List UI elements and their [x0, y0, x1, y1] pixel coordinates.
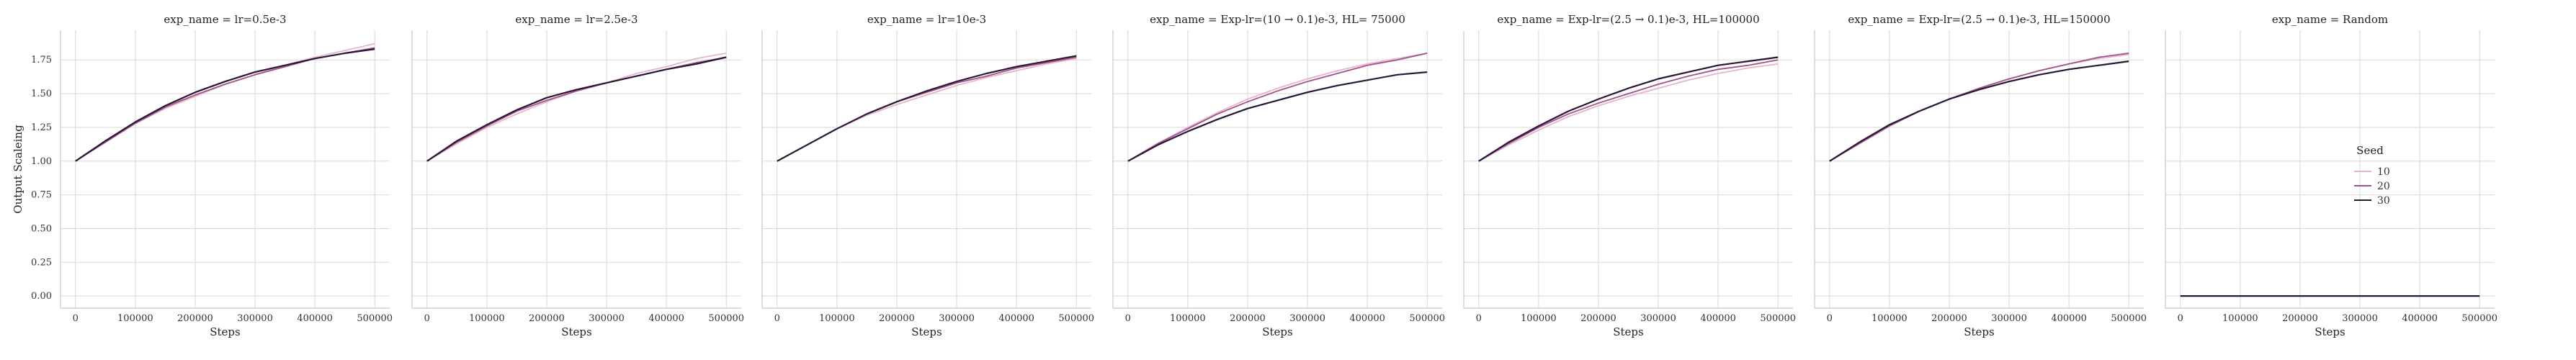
facet-title: exp_name = Exp-lr=(2.5 → 0.1)e-3, HL=150… [1848, 13, 2110, 26]
x-tick-label: 200000 [1230, 313, 1266, 324]
series-line-seed-30 [777, 55, 1077, 162]
y-tick-label: 1.25 [31, 122, 52, 133]
x-tick-label: 100000 [2222, 313, 2258, 324]
facet-title: exp_name = lr=0.5e-3 [164, 13, 286, 26]
panel-2: exp_name = lr=2.5e-3 0 100000 200000 300000 4… [411, 13, 744, 338]
series-line-seed-10 [1829, 53, 2129, 162]
x-tick-label: 500000 [2111, 313, 2147, 324]
x-tick-label: 400000 [648, 313, 684, 324]
x-tick-label: 300000 [237, 313, 273, 324]
facet-title: exp_name = lr=10e-3 [867, 13, 986, 26]
legend-label-seed-30: 30 [2377, 195, 2390, 207]
x-tick-label: 0 [1827, 313, 1833, 324]
x-tick-label: 500000 [1409, 313, 1445, 324]
x-tick-label: 400000 [2402, 313, 2438, 324]
facet-title: exp_name = Random [2272, 13, 2388, 26]
x-tick-label: 400000 [998, 313, 1034, 324]
series-line-seed-20 [75, 47, 375, 162]
x-tick-label: 300000 [2342, 313, 2378, 324]
x-tick-label: 300000 [1991, 313, 2027, 324]
panel-6: exp_name = Exp-lr=(2.5 → 0.1)e-3, HL=150… [1814, 13, 2147, 338]
series-line-seed-30 [1829, 60, 2129, 162]
x-tick-label: 500000 [1760, 313, 1796, 324]
x-tick-label: 400000 [297, 313, 333, 324]
series-line-seed-10 [426, 53, 727, 162]
series-line-seed-10 [75, 42, 375, 162]
x-tick-label: 300000 [1640, 313, 1676, 324]
x-tick-label: 0 [1125, 313, 1131, 324]
x-axis-label: Steps [911, 325, 942, 338]
x-tick-label: 100000 [819, 313, 855, 324]
y-tick-label: 0.25 [31, 257, 52, 268]
x-tick-label: 300000 [1289, 313, 1325, 324]
x-tick-label: 500000 [708, 313, 744, 324]
x-tick-label: 200000 [879, 313, 915, 324]
x-tick-label: 200000 [2282, 313, 2318, 324]
series-line-seed-20 [1829, 53, 2129, 162]
x-tick-label: 200000 [529, 313, 565, 324]
legend-label-seed-20: 20 [2377, 181, 2390, 192]
x-tick-label: 0 [1476, 313, 1482, 324]
x-tick-label: 100000 [1170, 313, 1206, 324]
x-tick-label: 500000 [1058, 313, 1094, 324]
x-axis-label: Steps [1262, 325, 1292, 338]
y-tick-label: 1.00 [31, 156, 52, 167]
x-tick-label: 100000 [1871, 313, 1908, 324]
chart-panels: exp_name = lr=0.5e-30 100000 200000 300000 4… [12, 13, 2497, 338]
x-tick-label: 500000 [2461, 313, 2497, 324]
series-line-seed-10 [1127, 53, 1428, 162]
x-tick-label: 0 [73, 313, 79, 324]
panel-4: exp_name = Exp-lr=(10 → 0.1)e-3, HL= 750… [1112, 13, 1445, 338]
panel-7: exp_name = Random 0 100000 200000 300000 4000… [2165, 13, 2497, 338]
series-line-seed-10 [1478, 63, 1779, 162]
panel-3: exp_name = lr=10e-3 0 100000 200000 300000 40… [761, 13, 1094, 338]
x-axis-label: Steps [561, 325, 591, 338]
y-tick-label: 0.50 [31, 223, 52, 234]
series-line-seed-10 [777, 58, 1077, 162]
x-tick-label: 100000 [117, 313, 153, 324]
x-axis-label: Steps [210, 325, 240, 338]
legend-entries: 10 20 30 [2354, 166, 2390, 207]
y-axis-label: Output Scaleing [12, 125, 24, 214]
x-axis-label: Steps [2315, 325, 2345, 338]
facet-title: exp_name = Exp-lr=(10 → 0.1)e-3, HL= 750… [1150, 13, 1405, 26]
x-axis-label: Steps [1613, 325, 1643, 338]
series-line-seed-30 [75, 48, 375, 162]
panel-1: exp_name = lr=0.5e-3 0 100000 200000 300000 4… [12, 13, 393, 338]
panel-5: exp_name = Exp-lr=(2.5 → 0.1)e-3, HL=100… [1463, 13, 1796, 338]
x-tick-label: 0 [424, 313, 430, 324]
y-tick-label: 0.00 [31, 291, 52, 302]
series-line-seed-30 [1478, 56, 1779, 162]
y-tick-label: 0.75 [31, 190, 52, 201]
series-line-seed-30 [426, 56, 727, 162]
x-tick-label: 300000 [939, 313, 975, 324]
x-tick-label: 200000 [1931, 313, 1967, 324]
x-tick-label: 500000 [357, 313, 393, 324]
facet-title: exp_name = lr=2.5e-3 [515, 13, 638, 26]
x-tick-label: 400000 [1700, 313, 1736, 324]
x-tick-label: 200000 [177, 313, 213, 324]
x-tick-label: 200000 [1580, 313, 1616, 324]
x-tick-label: 0 [774, 313, 780, 324]
x-tick-label: 400000 [2051, 313, 2087, 324]
y-tick-label: 1.50 [31, 89, 52, 99]
x-axis-label: Steps [1964, 325, 1994, 338]
series-line-seed-20 [777, 56, 1077, 162]
series-line-seed-20 [1127, 53, 1428, 162]
x-tick-label: 100000 [1521, 313, 1557, 324]
series-line-seed-20 [426, 56, 727, 162]
facet-title: exp_name = Exp-lr=(2.5 → 0.1)e-3, HL=100… [1497, 13, 1759, 26]
x-tick-label: 100000 [469, 313, 505, 324]
legend: Seed 10 20 30 [2354, 144, 2390, 207]
x-tick-label: 300000 [589, 313, 625, 324]
y-tick-label: 1.75 [31, 55, 52, 66]
series-line-seed-30 [1127, 71, 1428, 162]
x-tick-label: 0 [2178, 313, 2183, 324]
x-tick-label: 400000 [1349, 313, 1385, 324]
legend-label-seed-10: 10 [2377, 166, 2390, 178]
series-line-seed-20 [1478, 59, 1779, 162]
legend-title: Seed [2356, 144, 2384, 157]
